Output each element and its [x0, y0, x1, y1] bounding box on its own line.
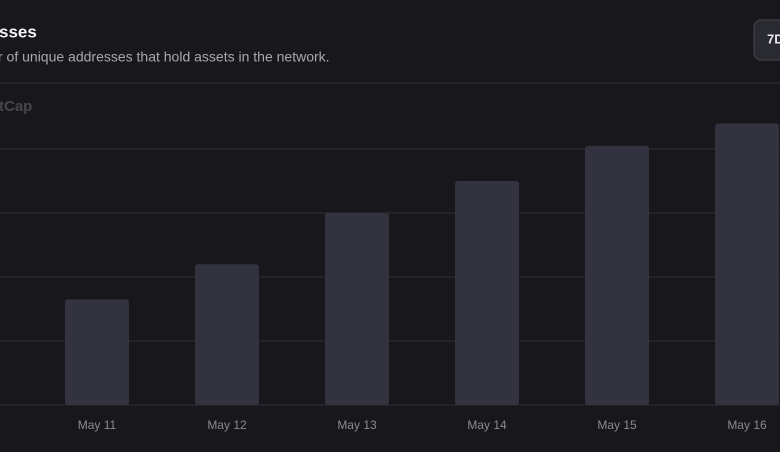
x-tick-label: May 11 — [78, 418, 117, 432]
range-button[interactable]: 7D — [753, 19, 780, 61]
bar — [195, 264, 259, 405]
chart-subtitle: r of unique addresses that hold assets i… — [0, 49, 330, 65]
x-tick-label: May 13 — [337, 418, 377, 432]
bar — [715, 123, 779, 406]
x-tick-label: May 12 — [207, 418, 247, 432]
button-label[interactable]: 7D — [767, 31, 780, 46]
bar — [65, 299, 129, 405]
x-tick-label: May 16 — [727, 418, 767, 432]
button-frame[interactable] — [753, 19, 780, 61]
bar — [585, 145, 649, 406]
bar — [325, 213, 389, 405]
bar — [455, 181, 519, 405]
x-tick-label: May 15 — [597, 418, 637, 432]
x-tick-label: May 14 — [467, 418, 507, 432]
watermark: tCap — [0, 98, 32, 115]
chart-title: sses — [0, 22, 37, 41]
